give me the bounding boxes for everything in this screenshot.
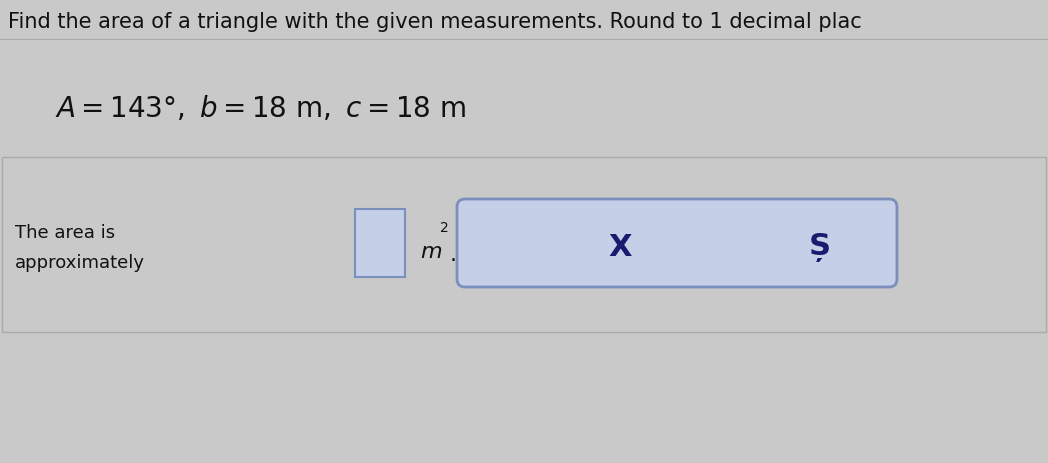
FancyBboxPatch shape bbox=[355, 210, 405, 277]
Text: .: . bbox=[450, 244, 457, 264]
Text: $A = 143°,\ b = 18\ \mathrm{m},\ c = 18\ \mathrm{m}$: $A = 143°,\ b = 18\ \mathrm{m},\ c = 18\… bbox=[54, 94, 466, 122]
Text: The area is
approximately: The area is approximately bbox=[15, 223, 145, 272]
Text: Find the area of a triangle with the given measurements. Round to 1 decimal plac: Find the area of a triangle with the giv… bbox=[8, 12, 861, 32]
FancyBboxPatch shape bbox=[2, 158, 1046, 332]
Text: X: X bbox=[608, 233, 632, 262]
Text: Ș: Ș bbox=[809, 233, 831, 262]
Text: 2: 2 bbox=[440, 220, 449, 234]
Text: m: m bbox=[420, 242, 441, 262]
FancyBboxPatch shape bbox=[457, 200, 897, 288]
